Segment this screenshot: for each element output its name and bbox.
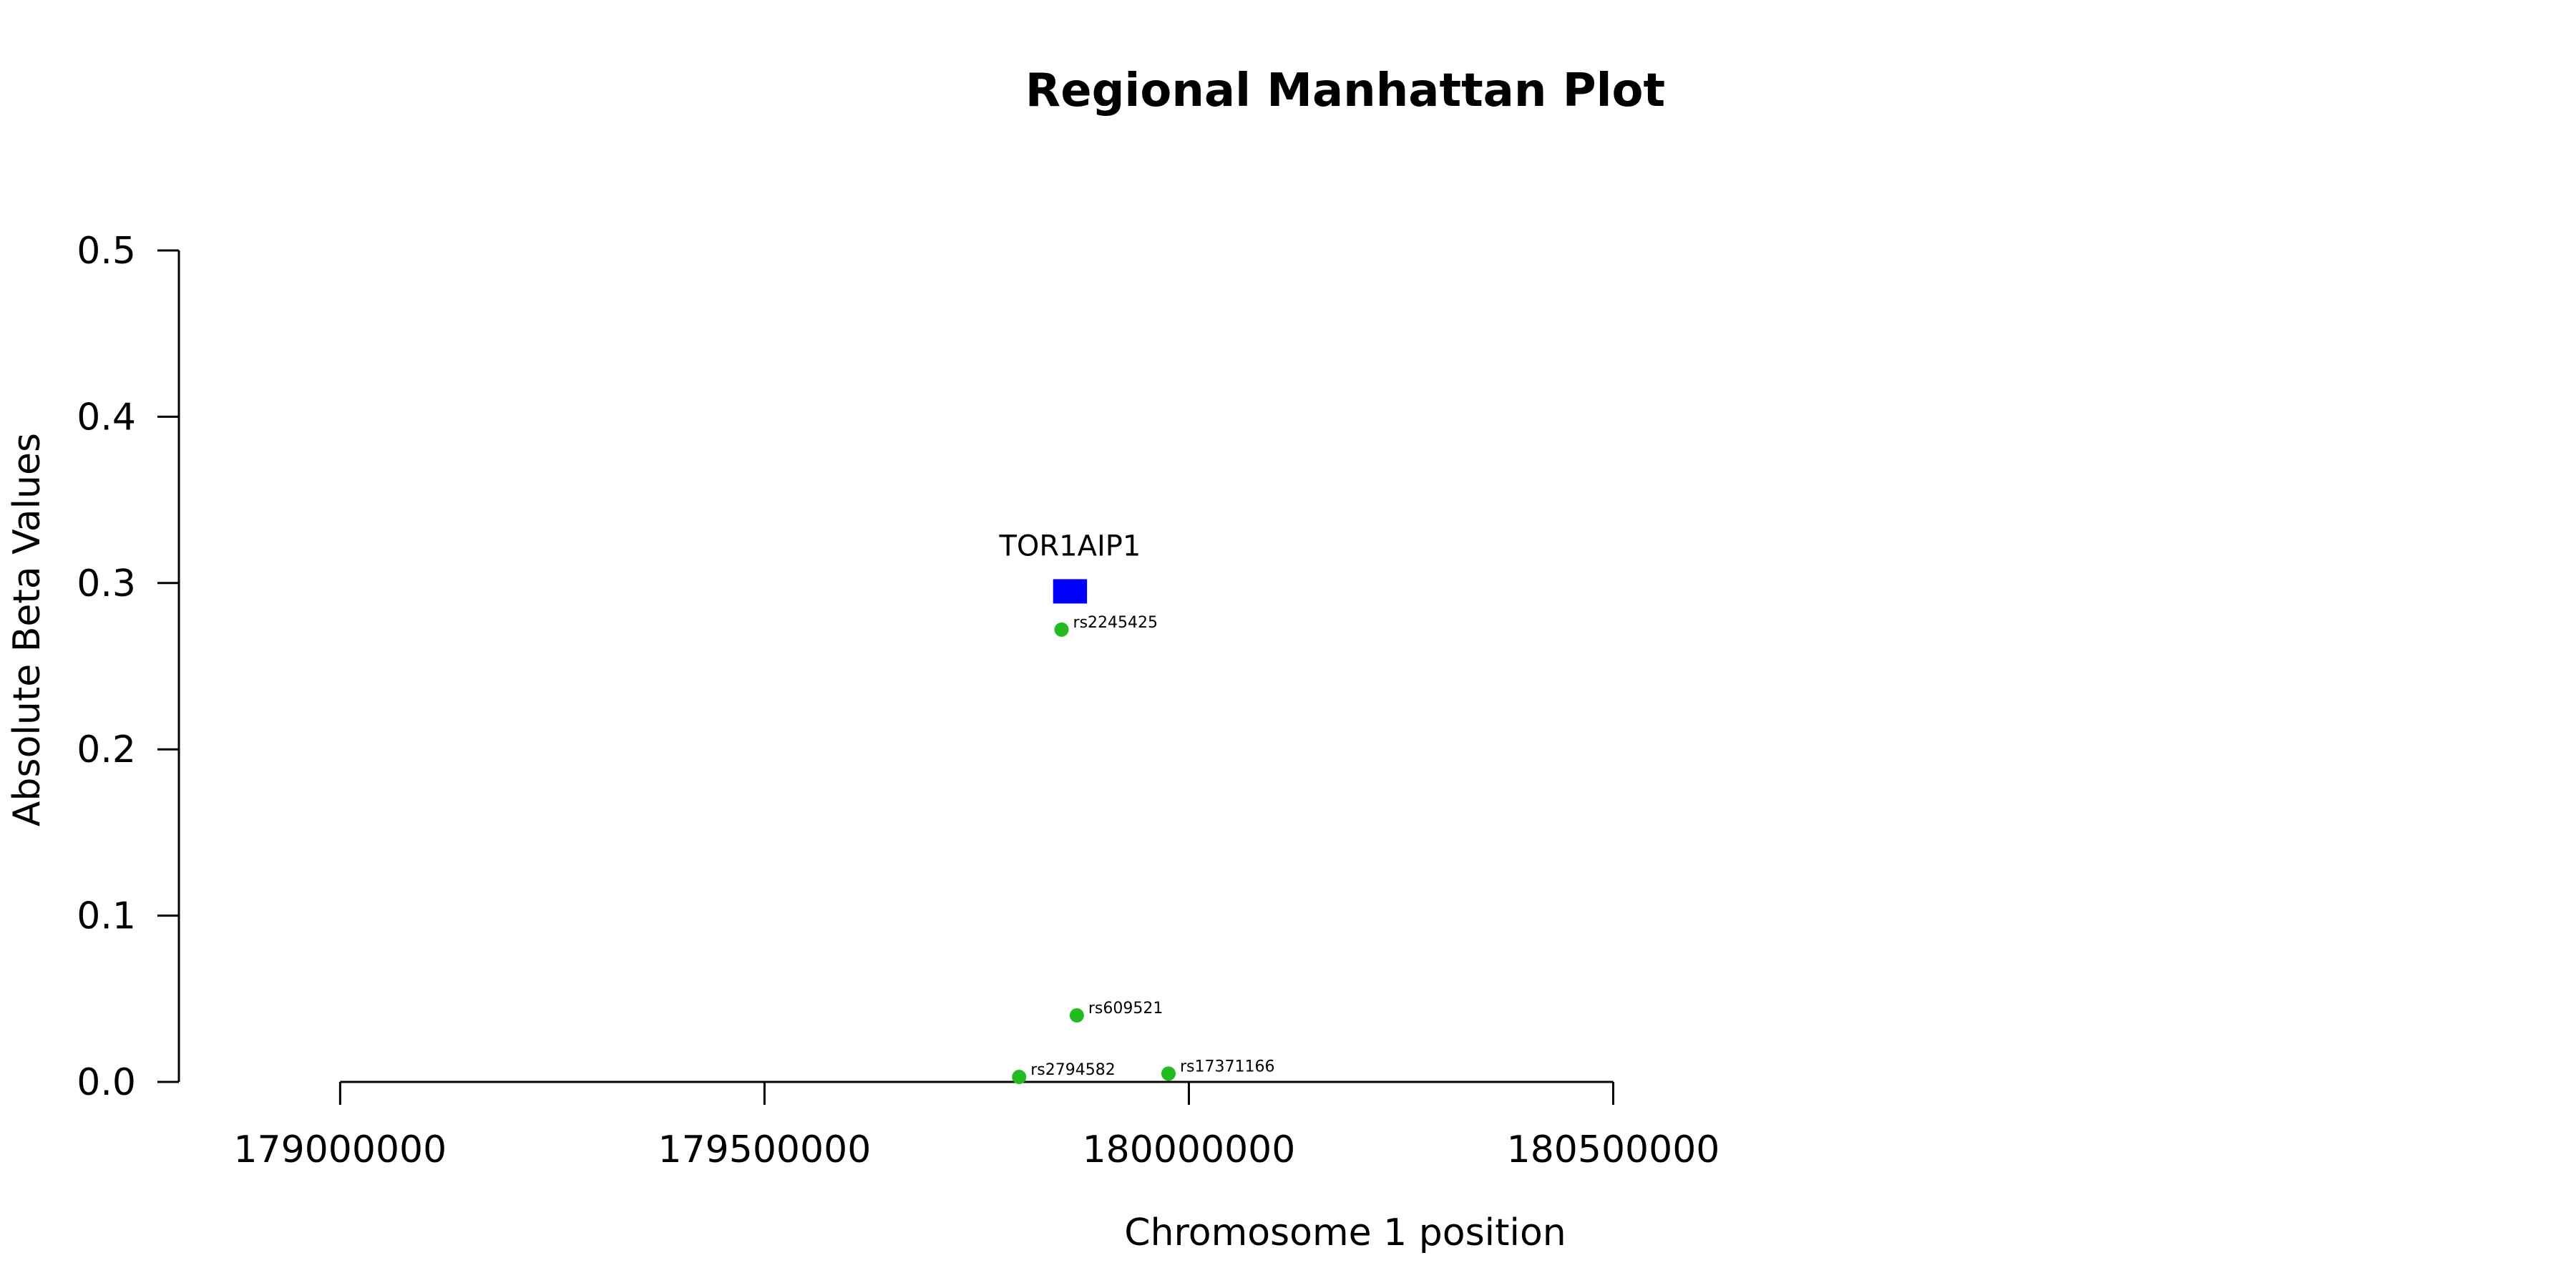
x-axis: 179000000 179500000 180000000 180500000 xyxy=(233,1080,1720,1171)
gene-bar xyxy=(1053,579,1088,604)
snp-point xyxy=(1161,1066,1176,1081)
y-tick-label: 0.3 xyxy=(77,562,136,605)
x-tick-label: 180000000 xyxy=(1083,1128,1296,1171)
snp-point xyxy=(1012,1070,1027,1085)
x-tick-label: 179500000 xyxy=(658,1128,872,1171)
y-axis: 0.0 0.1 0.2 0.3 0.4 0.5 xyxy=(77,230,180,1104)
snp-points-layer: rs2245425 rs609521 rs2794582 rs17371166 xyxy=(1012,614,1274,1085)
y-tick-label: 0.1 xyxy=(77,895,136,938)
x-tick-label: 180500000 xyxy=(1507,1128,1720,1171)
snp-label: rs609521 xyxy=(1088,1000,1163,1018)
snp-label: rs17371166 xyxy=(1180,1058,1274,1075)
chart-title: Regional Manhattan Plot xyxy=(1025,64,1665,117)
snp-point xyxy=(1054,622,1069,637)
gene-label: TOR1AIP1 xyxy=(998,530,1141,562)
y-tick-label: 0.4 xyxy=(77,396,136,439)
x-axis-title: Chromosome 1 position xyxy=(1124,1211,1566,1254)
snp-point xyxy=(1069,1008,1084,1023)
genes-layer: TOR1AIP1 xyxy=(998,530,1141,604)
snp-label: rs2245425 xyxy=(1073,614,1158,632)
y-tick-label: 0.0 xyxy=(77,1061,136,1104)
y-tick-label: 0.5 xyxy=(77,230,136,273)
x-tick-label: 179000000 xyxy=(233,1128,447,1171)
snp-label: rs2794582 xyxy=(1030,1061,1116,1079)
y-axis-title: Absolute Beta Values xyxy=(6,433,49,826)
y-tick-label: 0.2 xyxy=(77,728,136,771)
